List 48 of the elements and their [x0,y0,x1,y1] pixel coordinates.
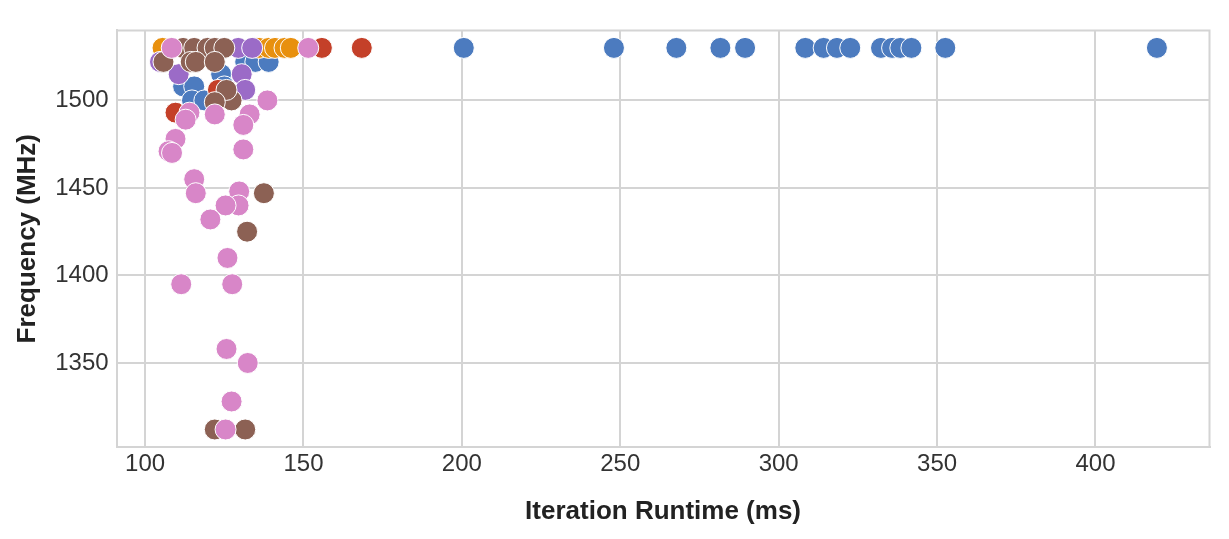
point [170,273,193,296]
x-tick-label: 350 [917,449,958,477]
point [234,418,257,441]
point [232,138,255,161]
y-tick-label: 1400 [55,260,109,288]
point [216,246,239,269]
x-tick-label: 100 [125,449,166,477]
y-tick-label: 1500 [55,85,109,113]
point [184,50,207,73]
point [350,36,373,59]
point [236,351,259,374]
point [602,36,625,59]
point [203,50,226,73]
point [665,36,688,59]
point [839,36,862,59]
y-tick-label: 1350 [55,347,109,375]
point [220,390,243,413]
x-tick-label: 150 [283,449,324,477]
point [934,36,957,59]
point [794,36,817,59]
point [232,113,255,136]
point [203,103,226,126]
y-axis-title: Frequency (MHz) [10,133,41,344]
x-tick-label: 300 [758,449,799,477]
point [279,36,302,59]
point [214,418,237,441]
point [241,36,264,59]
point [160,36,183,59]
y-tick-label: 1450 [55,172,109,200]
point [215,337,238,360]
point [221,273,244,296]
point [297,36,320,59]
x-tick-label: 400 [1075,449,1116,477]
point [256,89,279,112]
point [252,182,275,205]
point [900,36,923,59]
point [452,36,475,59]
point [734,36,757,59]
point [174,108,197,131]
x-axis-title: Iteration Runtime (ms) [525,494,802,525]
point [184,182,207,205]
x-tick-label: 250 [600,449,641,477]
x-tick-label: 200 [441,449,482,477]
point [709,36,732,59]
point [214,194,237,217]
point [1145,36,1168,59]
point [199,208,222,231]
point [236,220,259,243]
